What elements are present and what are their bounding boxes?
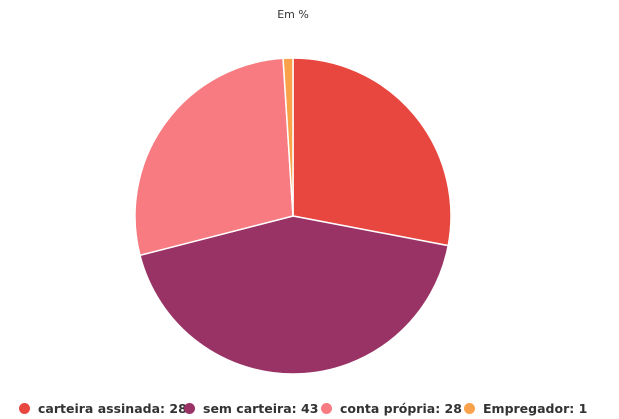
legend-item-conta-propria[interactable]: conta própria: 28 bbox=[321, 401, 462, 416]
chart-legend: carteira assinada: 28 sem carteira: 43 c… bbox=[0, 401, 619, 417]
legend-dot-icon bbox=[184, 403, 195, 414]
chart-title: Em % bbox=[277, 8, 309, 21]
legend-label: carteira assinada: 28 bbox=[38, 401, 187, 416]
pie-slice-empregador[interactable] bbox=[282, 57, 294, 217]
legend-label: sem carteira: 43 bbox=[203, 401, 319, 416]
pie-slice-carteira-assinada[interactable] bbox=[292, 57, 452, 247]
legend-label: conta própria: 28 bbox=[340, 401, 462, 416]
legend-dot-icon bbox=[321, 403, 332, 414]
pie-chart bbox=[134, 57, 452, 375]
pie-slice-sem-carteira[interactable] bbox=[139, 215, 449, 375]
pie-slice-conta-propria[interactable] bbox=[134, 57, 294, 257]
legend-label: Empregador: 1 bbox=[483, 401, 588, 416]
legend-item-sem-carteira[interactable]: sem carteira: 43 bbox=[184, 401, 318, 416]
legend-item-empregador[interactable]: Empregador: 1 bbox=[464, 401, 587, 416]
legend-item-carteira-assinada[interactable]: carteira assinada: 28 bbox=[19, 401, 187, 416]
legend-dot-icon bbox=[464, 403, 475, 414]
legend-dot-icon bbox=[19, 403, 30, 414]
